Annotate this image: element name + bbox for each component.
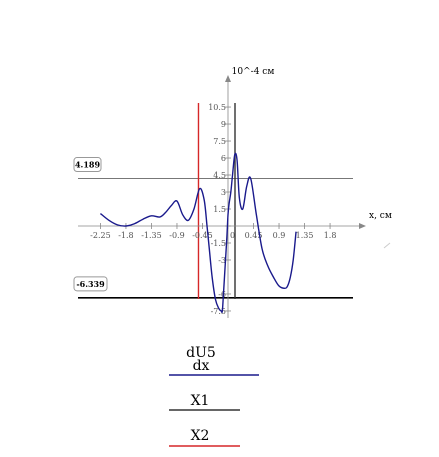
x-axis-arrow-icon	[359, 223, 366, 229]
y-tick-label: 7.5	[213, 137, 226, 146]
upper-marker-value: 4.189	[75, 160, 100, 170]
legend-x2-label: X2	[191, 428, 210, 444]
lower-marker-value: -6.339	[76, 279, 105, 289]
y-tick-label: -1.5	[211, 239, 226, 248]
x-axis-label: x, см	[369, 211, 392, 221]
x-tick-label: -0.9	[169, 231, 184, 240]
lower-marker-badge: -6.339	[73, 276, 108, 292]
upper-marker-badge: 4.189	[73, 157, 102, 173]
resize-handle-icon	[383, 242, 391, 249]
y-tick-label: 1.5	[213, 205, 226, 214]
series-line	[99, 152, 297, 314]
x-tick-label: -1.35	[141, 231, 162, 240]
y-tick-group: 10.5 9 7.5 6 4.5 3 1.5 -1.5 -3 -6 -7.5	[208, 103, 231, 316]
x-tick-label: -1.8	[118, 231, 133, 240]
y-axis-label: 10^-4 см	[232, 67, 275, 77]
x-tick-label: 1.35	[296, 231, 314, 240]
y-tick-label: 9	[221, 120, 226, 129]
y-tick-label: 10.5	[208, 103, 226, 112]
x-tick-label: 0	[230, 231, 235, 240]
y-tick-label: -3	[218, 256, 226, 265]
y-tick-label: 4.5	[213, 171, 226, 180]
x-tick-label: 0.9	[273, 231, 286, 240]
legend: dU5 dx X1 X2	[169, 345, 259, 447]
legend-series-denominator: dx	[193, 358, 210, 374]
x-tick-label: 1.8	[324, 231, 337, 240]
x-tick-label: -0.45	[192, 231, 213, 240]
y-tick-label: -7.5	[211, 307, 226, 316]
x-tick-label: -2.25	[90, 231, 111, 240]
y-axis-arrow-icon	[225, 75, 231, 82]
y-tick-label: -6	[218, 290, 226, 299]
y-tick-label: 6	[221, 154, 226, 163]
legend-series-numerator: dU5	[186, 345, 216, 361]
x-tick-label: 0.45	[245, 231, 263, 240]
y-tick-label: 3	[221, 188, 226, 197]
legend-x1-label: X1	[191, 393, 210, 409]
x-tick-group: -2.25 -1.8 -1.35 -0.9 -0.45 0 0.45 0.9 1.35 1.8	[90, 223, 336, 240]
